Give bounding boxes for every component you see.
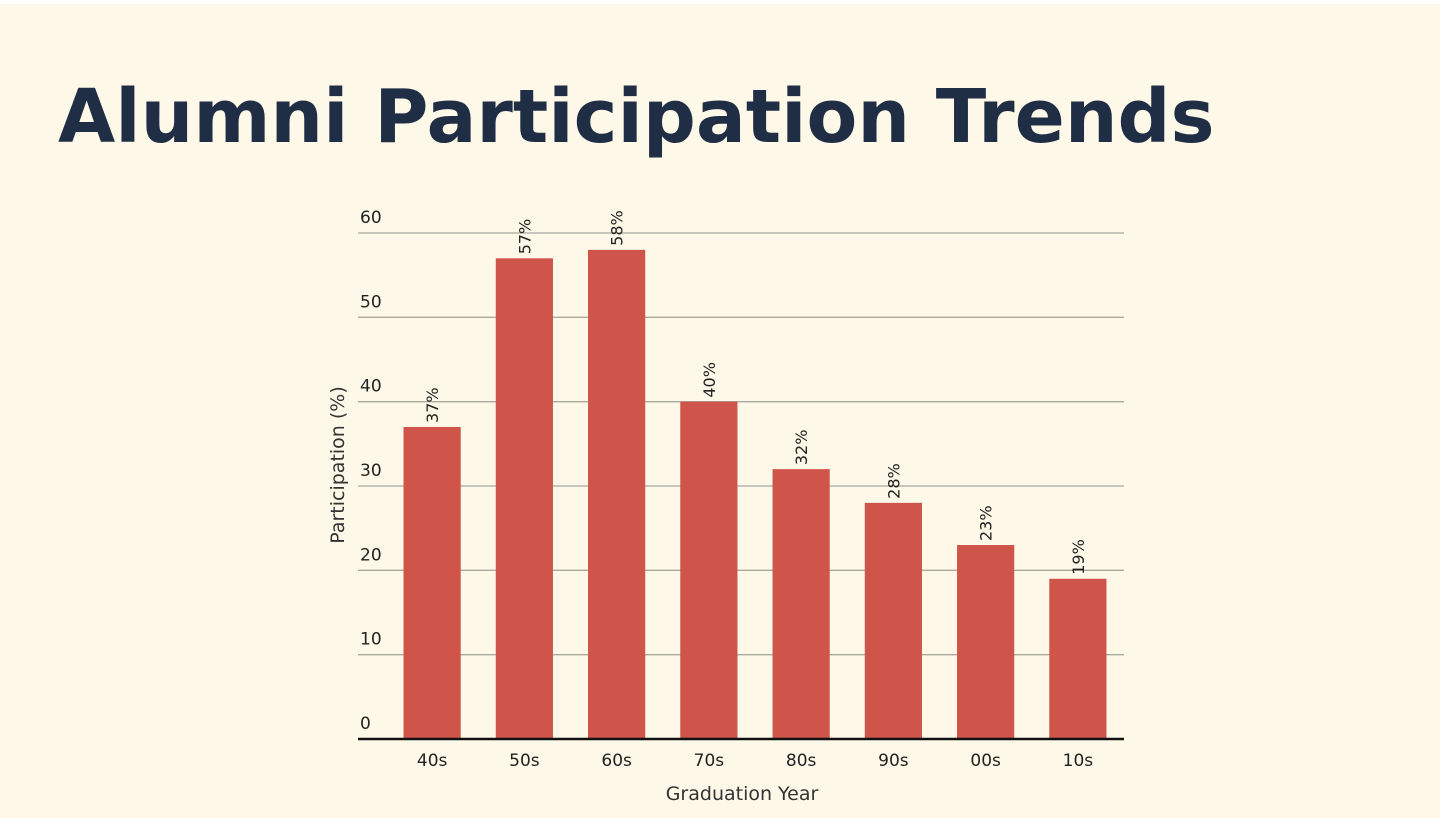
- bar: [588, 249, 646, 739]
- bar: [403, 426, 461, 739]
- x-tick-label: 10s: [1063, 751, 1094, 771]
- x-tick-label: 60s: [601, 751, 632, 771]
- bar: [957, 545, 1015, 739]
- y-tick-label: 30: [360, 461, 382, 481]
- x-tick-label: 80s: [786, 751, 817, 771]
- y-tick-label: 20: [360, 545, 382, 565]
- y-tick-label: 40: [360, 377, 382, 397]
- y-tick-label: 0: [360, 714, 371, 734]
- value-label: 58%: [608, 210, 627, 246]
- y-tick-label: 50: [360, 292, 382, 312]
- chart-title: Alumni Participation Trends: [58, 74, 1215, 160]
- value-label: 57%: [515, 219, 534, 255]
- value-label: 37%: [423, 387, 442, 423]
- y-axis-title: Participation (%): [327, 386, 349, 544]
- value-label: 32%: [792, 430, 811, 466]
- x-tick-label: 40s: [417, 751, 448, 771]
- value-label: 19%: [1069, 539, 1088, 575]
- y-tick-label: 60: [360, 208, 382, 228]
- value-label: 23%: [977, 505, 996, 541]
- bar: [680, 401, 738, 739]
- x-tick-label: 70s: [694, 751, 725, 771]
- bar: [495, 258, 553, 739]
- x-tick-label: 90s: [878, 751, 909, 771]
- y-tick-label: 10: [360, 630, 382, 650]
- x-axis-title: Graduation Year: [666, 783, 819, 805]
- x-tick-label: 00s: [970, 751, 1001, 771]
- value-label: 28%: [884, 463, 903, 499]
- bar: [1049, 578, 1107, 739]
- x-tick-label: 50s: [509, 751, 540, 771]
- value-label: 40%: [700, 362, 719, 398]
- bar: [772, 469, 830, 739]
- bar: [864, 502, 922, 739]
